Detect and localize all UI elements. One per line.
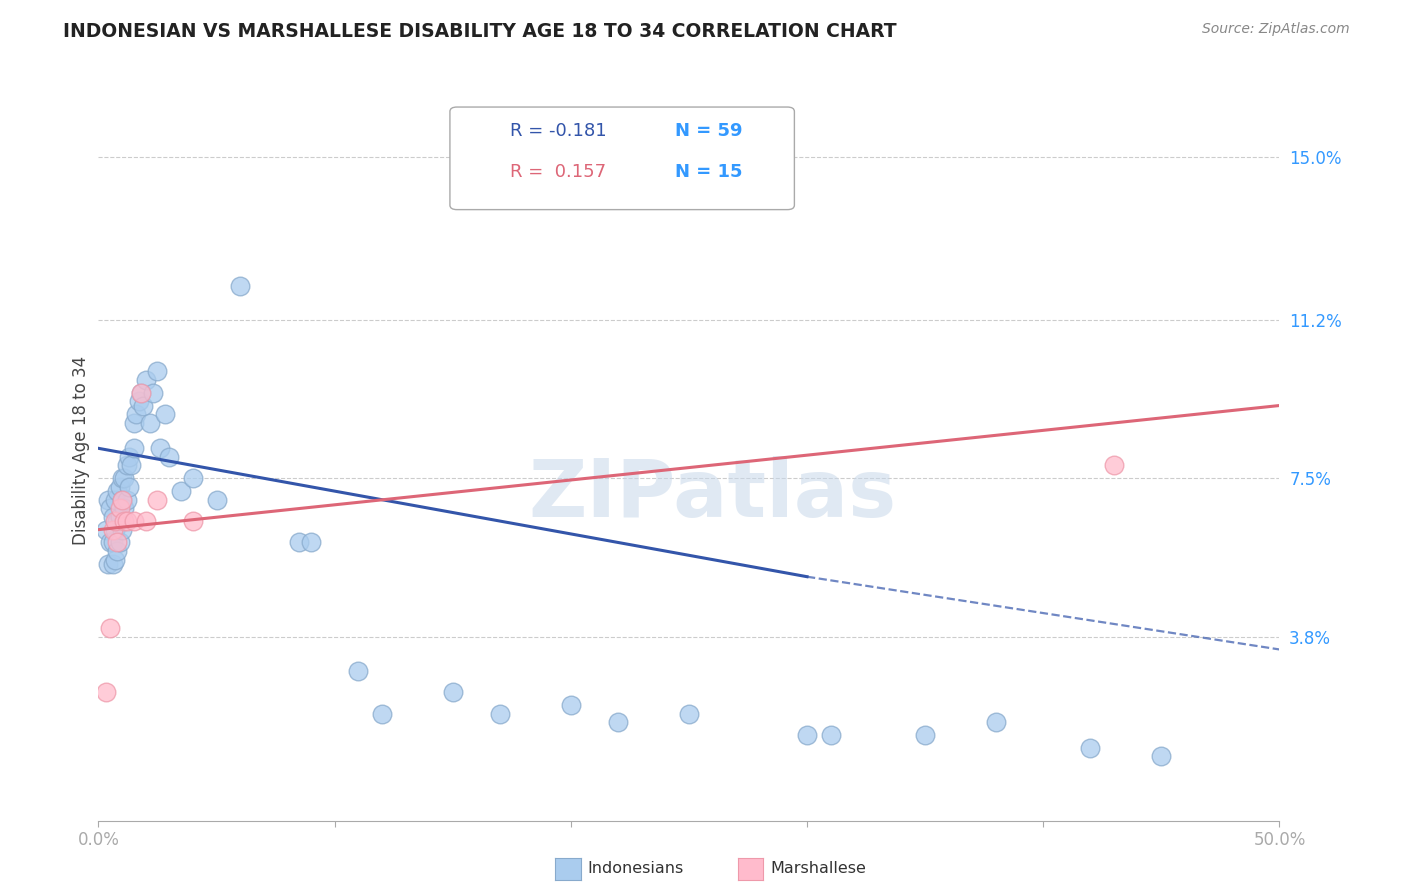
Text: N = 59: N = 59	[675, 122, 742, 140]
Point	[115, 458, 138, 473]
Point	[146, 492, 169, 507]
Point	[105, 484, 128, 499]
Point	[157, 450, 180, 464]
Point	[129, 385, 152, 400]
Point	[118, 450, 141, 464]
Point	[122, 442, 145, 456]
Point	[229, 278, 252, 293]
Text: ZIPatlas: ZIPatlas	[529, 456, 897, 534]
Point	[371, 706, 394, 721]
Point	[181, 471, 204, 485]
Point	[796, 728, 818, 742]
Point	[111, 523, 134, 537]
Point	[101, 535, 124, 549]
Point	[101, 557, 124, 571]
Point	[115, 492, 138, 507]
Point	[139, 416, 162, 430]
Point	[112, 471, 135, 485]
Point	[97, 557, 120, 571]
Point	[146, 364, 169, 378]
Point	[984, 715, 1007, 730]
Point	[135, 514, 157, 528]
Point	[104, 514, 127, 528]
Y-axis label: Disability Age 18 to 34: Disability Age 18 to 34	[72, 356, 90, 545]
Point	[108, 535, 131, 549]
Point	[125, 407, 148, 421]
Text: Marshallese: Marshallese	[770, 862, 866, 876]
Text: R = -0.181: R = -0.181	[510, 122, 607, 140]
Point	[98, 621, 121, 635]
Point	[1080, 740, 1102, 755]
Point	[94, 685, 117, 699]
Point	[128, 394, 150, 409]
Point	[105, 514, 128, 528]
Text: Indonesians: Indonesians	[588, 862, 683, 876]
Point	[153, 407, 176, 421]
Point	[122, 514, 145, 528]
Point	[118, 480, 141, 494]
Text: R =  0.157: R = 0.157	[510, 163, 606, 181]
Point	[104, 523, 127, 537]
Point	[98, 535, 121, 549]
Point	[101, 509, 124, 524]
Point	[111, 471, 134, 485]
Point	[97, 492, 120, 507]
Point	[111, 492, 134, 507]
Point	[108, 480, 131, 494]
Point	[170, 484, 193, 499]
Point	[121, 458, 143, 473]
Point	[115, 514, 138, 528]
Text: N = 15: N = 15	[675, 163, 742, 181]
Point	[142, 385, 165, 400]
Point	[1150, 749, 1173, 764]
Text: INDONESIAN VS MARSHALLESE DISABILITY AGE 18 TO 34 CORRELATION CHART: INDONESIAN VS MARSHALLESE DISABILITY AGE…	[63, 22, 897, 41]
Point	[112, 514, 135, 528]
Point	[122, 416, 145, 430]
Point	[132, 399, 155, 413]
Point	[135, 373, 157, 387]
Point	[104, 492, 127, 507]
Point	[149, 442, 172, 456]
Point	[98, 501, 121, 516]
Point	[489, 706, 512, 721]
Point	[441, 685, 464, 699]
Point	[108, 509, 131, 524]
Point	[105, 544, 128, 558]
Point	[105, 535, 128, 549]
Point	[1102, 458, 1125, 473]
Point	[108, 501, 131, 516]
Point	[678, 706, 700, 721]
Point	[560, 698, 582, 712]
Point	[205, 492, 228, 507]
Point	[181, 514, 204, 528]
Point	[299, 535, 322, 549]
Point	[607, 715, 630, 730]
Point	[914, 728, 936, 742]
Point	[288, 535, 311, 549]
Point	[111, 492, 134, 507]
Point	[104, 552, 127, 566]
Point	[94, 523, 117, 537]
Point	[820, 728, 842, 742]
Point	[101, 523, 124, 537]
Point	[347, 664, 370, 678]
Text: Source: ZipAtlas.com: Source: ZipAtlas.com	[1202, 22, 1350, 37]
Point	[129, 385, 152, 400]
Point	[112, 501, 135, 516]
